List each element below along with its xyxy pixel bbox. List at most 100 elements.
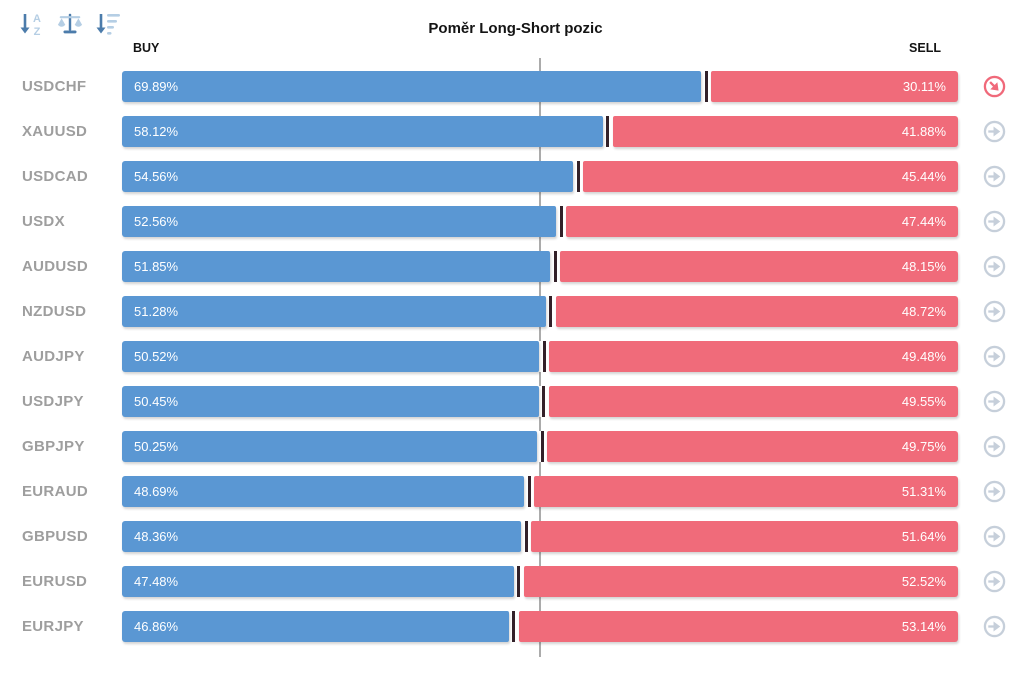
sell-column-header: SELL bbox=[909, 41, 941, 55]
instrument-symbol: EURUSD bbox=[22, 573, 88, 590]
instrument-row: USDJPY 50.45% 49.55% bbox=[0, 379, 1031, 424]
sell-percentage: 49.75% bbox=[901, 439, 946, 454]
trend-arrow-icon[interactable] bbox=[983, 345, 1006, 368]
sell-bar-segment[interactable]: 45.44% bbox=[583, 161, 958, 192]
sell-percentage: 41.88% bbox=[901, 124, 946, 139]
ratio-bar[interactable]: 54.56% 45.44% bbox=[122, 161, 958, 192]
sell-bar-segment[interactable]: 49.55% bbox=[548, 386, 958, 417]
trend-arrow-icon[interactable] bbox=[983, 165, 1006, 188]
bar-divider bbox=[576, 161, 580, 192]
ratio-bar[interactable]: 69.89% 30.11% bbox=[122, 71, 958, 102]
bar-divider bbox=[559, 206, 563, 237]
instrument-row: EURUSD 47.48% 52.52% bbox=[0, 559, 1031, 604]
instrument-row: EURAUD 48.69% 51.31% bbox=[0, 469, 1031, 514]
instrument-row: GBPUSD 48.36% 51.64% bbox=[0, 514, 1031, 559]
bar-divider bbox=[517, 566, 521, 597]
buy-bar-segment[interactable]: 50.25% bbox=[122, 431, 538, 462]
balance-scale-button[interactable] bbox=[56, 10, 86, 38]
buy-bar-segment[interactable]: 58.12% bbox=[122, 116, 603, 147]
instrument-symbol: EURAUD bbox=[22, 483, 88, 500]
trend-arrow-icon[interactable] bbox=[983, 570, 1006, 593]
instrument-symbol: NZDUSD bbox=[22, 303, 87, 320]
buy-percentage: 48.36% bbox=[134, 529, 179, 544]
chart-title: Poměr Long-Short pozic bbox=[428, 20, 603, 37]
sell-bar-segment[interactable]: 51.31% bbox=[534, 476, 958, 507]
trend-arrow-icon[interactable] bbox=[983, 255, 1006, 278]
bar-divider bbox=[524, 521, 528, 552]
buy-bar-segment[interactable]: 52.56% bbox=[122, 206, 557, 237]
ratio-bar[interactable]: 46.86% 53.14% bbox=[122, 611, 958, 642]
instrument-symbol: USDX bbox=[22, 213, 65, 230]
trend-arrow-icon[interactable] bbox=[983, 525, 1006, 548]
buy-bar-segment[interactable]: 48.36% bbox=[122, 521, 522, 552]
sell-percentage: 30.11% bbox=[902, 79, 946, 94]
buy-bar-segment[interactable]: 51.28% bbox=[122, 296, 546, 327]
sell-bar-segment[interactable]: 51.64% bbox=[531, 521, 958, 552]
buy-percentage: 69.89% bbox=[134, 79, 179, 94]
buy-bar-segment[interactable]: 47.48% bbox=[122, 566, 514, 597]
buy-bar-segment[interactable]: 50.45% bbox=[122, 386, 539, 417]
instrument-row: USDX 52.56% 47.44% bbox=[0, 199, 1031, 244]
trend-arrow-icon[interactable] bbox=[983, 615, 1006, 638]
trend-arrow-icon[interactable] bbox=[983, 435, 1006, 458]
ratio-bar[interactable]: 48.69% 51.31% bbox=[122, 476, 958, 507]
trend-arrow-icon[interactable] bbox=[983, 390, 1006, 413]
buy-bar-segment[interactable]: 51.85% bbox=[122, 251, 551, 282]
buy-bar-segment[interactable]: 50.52% bbox=[122, 341, 540, 372]
sell-bar-segment[interactable]: 47.44% bbox=[566, 206, 958, 237]
buy-bar-segment[interactable]: 69.89% bbox=[122, 71, 702, 102]
instrument-row: EURJPY 46.86% 53.14% bbox=[0, 604, 1031, 649]
buy-percentage: 48.69% bbox=[134, 484, 179, 499]
sell-bar-segment[interactable]: 41.88% bbox=[612, 116, 958, 147]
sell-bar-segment[interactable]: 52.52% bbox=[523, 566, 958, 597]
ratio-bar[interactable]: 50.25% 49.75% bbox=[122, 431, 958, 462]
bar-divider bbox=[549, 296, 553, 327]
buy-column-header: BUY bbox=[133, 41, 160, 55]
ratio-bar[interactable]: 50.52% 49.48% bbox=[122, 341, 958, 372]
buy-bar-segment[interactable]: 46.86% bbox=[122, 611, 509, 642]
bar-divider bbox=[553, 251, 557, 282]
sell-percentage: 49.55% bbox=[901, 394, 946, 409]
buy-percentage: 50.25% bbox=[134, 439, 179, 454]
buy-percentage: 58.12% bbox=[134, 124, 179, 139]
ratio-bar[interactable]: 47.48% 52.52% bbox=[122, 566, 958, 597]
instrument-symbol: XAUUSD bbox=[22, 123, 88, 140]
ratio-bar[interactable]: 52.56% 47.44% bbox=[122, 206, 958, 237]
ratio-bar[interactable]: 50.45% 49.55% bbox=[122, 386, 958, 417]
sort-amount-down-icon bbox=[96, 14, 120, 35]
trend-arrow-icon[interactable] bbox=[983, 210, 1006, 233]
trend-arrow-icon[interactable] bbox=[983, 300, 1006, 323]
sort-amount-down-button[interactable] bbox=[94, 10, 124, 38]
sell-bar-segment[interactable]: 48.15% bbox=[560, 251, 958, 282]
sell-bar-segment[interactable]: 30.11% bbox=[711, 71, 958, 102]
trend-arrow-icon[interactable] bbox=[983, 75, 1006, 98]
bar-divider bbox=[542, 341, 546, 372]
trend-arrow-icon[interactable] bbox=[983, 120, 1006, 143]
buy-bar-segment[interactable]: 54.56% bbox=[122, 161, 574, 192]
instrument-row: AUDUSD 51.85% 48.15% bbox=[0, 244, 1031, 289]
sort-alpha-down-icon: A Z bbox=[20, 13, 41, 37]
trend-arrow-icon[interactable] bbox=[983, 480, 1006, 503]
instrument-symbol: GBPUSD bbox=[22, 528, 88, 545]
buy-percentage: 51.85% bbox=[134, 259, 179, 274]
ratio-bar[interactable]: 58.12% 41.88% bbox=[122, 116, 958, 147]
ratio-bar[interactable]: 51.85% 48.15% bbox=[122, 251, 958, 282]
sell-percentage: 51.64% bbox=[901, 529, 946, 544]
sell-bar-segment[interactable]: 53.14% bbox=[518, 611, 958, 642]
sell-percentage: 49.48% bbox=[901, 349, 946, 364]
buy-percentage: 50.45% bbox=[134, 394, 179, 409]
sell-bar-segment[interactable]: 49.48% bbox=[549, 341, 958, 372]
buy-percentage: 50.52% bbox=[134, 349, 179, 364]
sell-percentage: 51.31% bbox=[901, 484, 946, 499]
instrument-symbol: AUDJPY bbox=[22, 348, 85, 365]
sell-percentage: 52.52% bbox=[901, 574, 946, 589]
bar-divider bbox=[704, 71, 708, 102]
ratio-bar[interactable]: 51.28% 48.72% bbox=[122, 296, 958, 327]
sell-bar-segment[interactable]: 49.75% bbox=[547, 431, 958, 462]
buy-percentage: 47.48% bbox=[134, 574, 179, 589]
instrument-symbol: USDJPY bbox=[22, 393, 84, 410]
buy-bar-segment[interactable]: 48.69% bbox=[122, 476, 525, 507]
sort-alpha-down-button[interactable]: A Z bbox=[18, 10, 48, 38]
sell-bar-segment[interactable]: 48.72% bbox=[555, 296, 958, 327]
ratio-bar[interactable]: 48.36% 51.64% bbox=[122, 521, 958, 552]
